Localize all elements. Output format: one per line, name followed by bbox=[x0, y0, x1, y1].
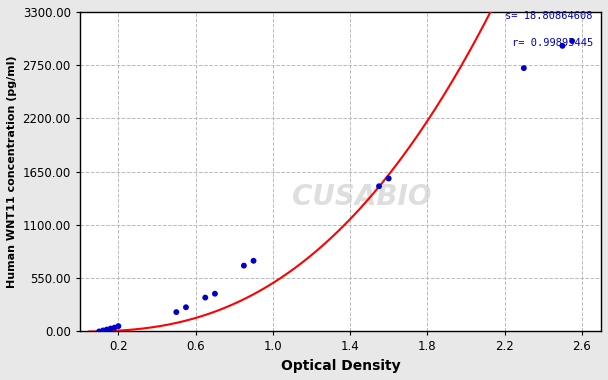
Point bbox=[94, 328, 104, 334]
Point bbox=[171, 309, 181, 315]
Point bbox=[98, 328, 108, 334]
Point bbox=[384, 176, 393, 182]
Point bbox=[114, 323, 123, 329]
Point bbox=[249, 258, 258, 264]
Point bbox=[239, 263, 249, 269]
Point bbox=[181, 304, 191, 310]
Point bbox=[106, 326, 116, 332]
Point bbox=[567, 38, 577, 44]
Text: r= 0.99893445: r= 0.99893445 bbox=[511, 38, 593, 48]
Y-axis label: Human WNT11 concentration (pg/ml): Human WNT11 concentration (pg/ml) bbox=[7, 55, 17, 288]
Point bbox=[210, 291, 219, 297]
Point bbox=[109, 325, 119, 331]
Point bbox=[102, 326, 112, 332]
Point bbox=[558, 43, 567, 49]
X-axis label: Optical Density: Optical Density bbox=[281, 359, 400, 373]
Point bbox=[519, 65, 529, 71]
Point bbox=[374, 183, 384, 189]
Text: s= 18.80864608: s= 18.80864608 bbox=[505, 11, 593, 21]
Text: CUSABIO: CUSABIO bbox=[291, 183, 431, 211]
Point bbox=[201, 294, 210, 301]
